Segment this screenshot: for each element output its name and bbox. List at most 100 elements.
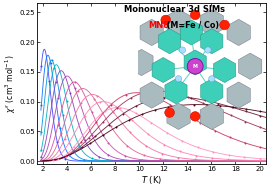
Point [123,154,128,157]
Point [54,81,58,84]
Point [192,103,197,106]
Point [140,158,144,161]
Point [64,99,69,102]
Point [50,59,54,62]
Point [90,157,94,160]
Point [56,157,61,160]
Point [203,99,207,102]
Text: MN8: MN8 [148,21,169,30]
Y-axis label: $\chi''$ (cm$^3$ mol$^{-1}$): $\chi''$ (cm$^3$ mol$^{-1}$) [3,55,18,113]
Point [244,110,248,113]
Point [130,119,134,122]
Point [231,106,236,109]
Point [198,121,202,124]
Point [106,153,111,156]
Point [101,134,105,137]
Point [189,96,193,99]
Point [67,154,72,157]
Point [257,157,262,160]
Point [95,94,99,97]
Point [114,105,119,108]
Point [134,112,138,115]
Point [72,150,76,153]
Point [196,146,200,149]
Point [166,105,171,108]
Point [242,156,246,159]
Point [160,152,164,155]
Point [98,100,102,103]
Point [172,91,176,94]
Point [153,108,157,111]
Point [228,136,232,139]
Point [129,96,133,99]
Point [90,133,94,136]
Point [48,62,53,65]
Point [72,150,76,153]
Point [230,106,234,109]
Point [79,146,84,149]
Point [158,157,162,160]
Point [61,113,65,116]
Point [39,155,44,158]
Point [47,80,51,83]
Point [216,102,221,105]
Point [194,154,198,157]
Point [123,93,128,96]
Point [186,96,190,99]
Point [242,141,247,144]
Point [243,120,247,123]
Point [51,158,55,161]
Point [83,139,87,142]
Point [56,97,60,100]
Text: Mononuclear 3d SIMs: Mononuclear 3d SIMs [124,5,225,14]
Point [168,103,172,106]
Point [138,91,143,94]
Point [59,132,63,135]
Point [88,142,92,145]
Point [82,114,87,117]
Point [127,119,132,122]
Point [103,110,107,113]
Point [39,158,44,161]
Point [39,148,44,151]
Point [52,67,56,70]
Point [64,155,68,158]
Point [226,154,231,157]
Point [205,103,210,106]
Point [106,141,111,144]
Point [213,129,217,132]
Point [257,114,262,117]
Point [148,99,152,102]
Point [179,104,183,107]
Point [125,144,129,147]
Point [175,95,179,98]
Point [210,156,214,160]
Point [86,137,91,140]
Point [149,121,153,124]
Point [39,130,44,133]
Point [121,113,125,116]
Point [76,90,80,93]
Point [140,113,144,116]
Point [143,91,148,94]
Point [82,158,87,161]
Point [87,125,91,128]
X-axis label: $T$ (K): $T$ (K) [141,174,162,186]
Point [215,108,219,111]
Point [176,156,180,159]
Point [118,106,122,109]
Point [178,150,182,153]
Point [111,111,115,114]
Point [68,91,72,94]
Point [92,97,96,100]
Point [56,123,60,126]
Point [211,150,215,153]
Point [114,125,118,129]
Point [162,143,166,146]
Point [128,130,132,133]
Point [73,87,77,90]
Point [97,155,101,158]
Point [107,123,111,126]
Point [146,133,150,136]
Point [141,154,146,157]
